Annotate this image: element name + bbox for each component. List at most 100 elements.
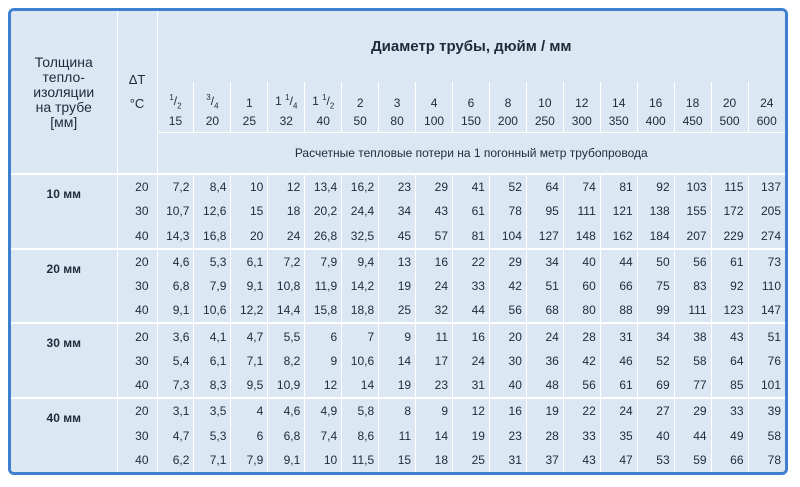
heat-loss-cell: 77 [673,372,712,399]
heat-loss-cell: 11,9 [304,273,342,299]
heat-loss-cell: 37 [525,447,564,472]
heat-loss-table: Толщина тепло- изоляции на трубе [мм] ΔT… [11,11,785,472]
insulation-label-line: на трубе [35,98,92,115]
heat-loss-cell: 81 [599,172,638,200]
heat-loss-cell: 36 [525,348,564,373]
heat-loss-cell: 6,1 [193,348,231,373]
heat-loss-cell: 12,6 [193,199,231,224]
heat-loss-cell: 29 [673,397,712,424]
heat-loss-cell: 30 [488,348,527,373]
inch-size-cell: 8 [488,82,527,110]
heat-loss-cell: 16 [452,322,490,349]
heat-loss-cell: 172 [710,199,748,224]
heat-loss-cell: 14 [415,423,453,448]
delta-t-cell: 40 [116,223,157,249]
heat-loss-cell: 16,2 [341,172,379,200]
heat-loss-cell: 103 [673,172,712,200]
heat-loss-cell: 205 [747,199,785,224]
heat-loss-cell: 42 [562,348,601,373]
inch-size-cell: 16 [636,82,675,110]
inch-whole: 24 [760,96,774,110]
heat-loss-cell: 17 [415,348,453,373]
heat-loss-cell: 23 [378,172,416,200]
heat-loss-cell: 39 [747,397,785,424]
heat-loss-cell: 110 [747,273,785,299]
delta-t-cell: 40 [116,298,157,324]
heat-loss-cell: 4,1 [193,322,231,349]
heat-loss-cell: 92 [636,172,675,200]
heat-loss-cell: 13,4 [304,172,342,200]
heat-loss-cell: 47 [599,447,638,472]
heat-loss-cell: 12 [452,397,490,424]
delta-t-cell: 20 [116,397,157,424]
heat-loss-cell: 6,2 [156,447,194,472]
heat-loss-cell: 66 [710,447,748,472]
heat-loss-cell: 6 [304,322,342,349]
heat-loss-cell: 4,6 [156,247,194,274]
insulation-group-label: 20 мм [11,247,117,324]
delta-t-header: ΔT °C [116,11,157,174]
delta-t-cell: 30 [116,423,157,448]
heat-loss-cell: 33 [452,273,490,299]
heat-loss-cell: 95 [525,199,564,224]
heat-loss-cell: 16 [488,397,527,424]
heat-loss-cell: 111 [673,298,712,324]
heat-loss-cell: 40 [636,423,675,448]
delta-t-cell: 30 [116,199,157,224]
inch-whole: 3 [393,96,401,110]
heat-loss-cell: 57 [415,223,453,249]
mm-size-cell: 150 [452,110,490,133]
heat-loss-cell: 43 [562,447,601,472]
heat-loss-cell: 74 [562,172,601,200]
heat-loss-cell: 53 [636,447,675,472]
heat-loss-cell: 7,9 [304,247,342,274]
heat-loss-cell: 111 [562,199,601,224]
heat-loss-cell: 12 [304,372,342,399]
heat-loss-cell: 78 [488,199,527,224]
heat-loss-cell: 34 [636,322,675,349]
heat-loss-cell: 9,5 [230,372,268,399]
heat-loss-cell: 31 [488,447,527,472]
mm-size-cell: 80 [378,110,416,133]
insulation-group-label: 30 мм [11,322,117,399]
inch-whole: 6 [467,96,475,110]
insulation-thickness-header: Толщина тепло- изоляции на трубе [мм] [11,11,117,174]
heat-loss-cell: 52 [488,172,527,200]
heat-loss-cell: 92 [710,273,748,299]
heat-loss-cell: 15 [230,199,268,224]
heat-loss-cell: 6,8 [267,423,305,448]
heat-loss-cell: 59 [673,447,712,472]
heat-loss-cell: 22 [452,247,490,274]
heat-loss-cell: 99 [636,298,675,324]
heat-loss-cell: 3,5 [193,397,231,424]
inch-whole: 20 [722,96,737,110]
table-row: 30 5,4 6,1 7,1 8,2 9 10,6 14 17 24 30 36 42 46 52 58 64 7… [11,348,785,373]
heat-loss-cell: 162 [599,223,638,249]
heat-loss-cell: 56 [488,298,527,324]
heat-loss-cell: 12 [267,172,305,200]
inch-size-cell: 4 [415,82,453,110]
heat-loss-cell: 45 [378,223,416,249]
table-row: 40 9,1 10,6 12,2 14,4 15,8 18,8 25 32 44 56 68 80 88 9… [11,298,785,324]
mm-size-cell: 350 [599,110,638,133]
mm-size-cell: 100 [415,110,453,133]
heat-loss-cell: 32,5 [341,223,379,249]
heat-loss-cell: 5,3 [193,247,231,274]
heat-loss-cell: 7,2 [156,172,194,200]
heat-loss-subtitle: Расчетные тепловые потери на 1 погонный … [156,132,785,174]
fraction-slash: / [289,93,293,108]
table-body: 10 мм 20 7,2 8,4 10 12 13,4 16,2 23 29 41 52 64 74 81 9… [11,172,785,472]
table-row: 30 мм 20 3,6 4,1 4,7 5,5 6 7 9 11 16 20 24 28 31 34 38 43… [11,322,785,399]
heat-loss-cell: 9 [378,322,416,349]
heat-loss-cell: 3,6 [156,322,194,349]
heat-loss-cell: 29 [415,172,453,200]
heat-loss-cell: 41 [452,172,490,200]
delta-t-label: ΔT [128,72,146,87]
heat-loss-cell: 5,5 [267,322,305,349]
heat-loss-cell: 49 [710,423,748,448]
mm-size-cell: 15 [156,110,194,133]
heat-loss-cell: 34 [525,247,564,274]
heat-loss-cell: 207 [673,223,712,249]
heat-loss-cell: 11 [378,423,416,448]
heat-loss-cell: 10 [304,447,342,472]
